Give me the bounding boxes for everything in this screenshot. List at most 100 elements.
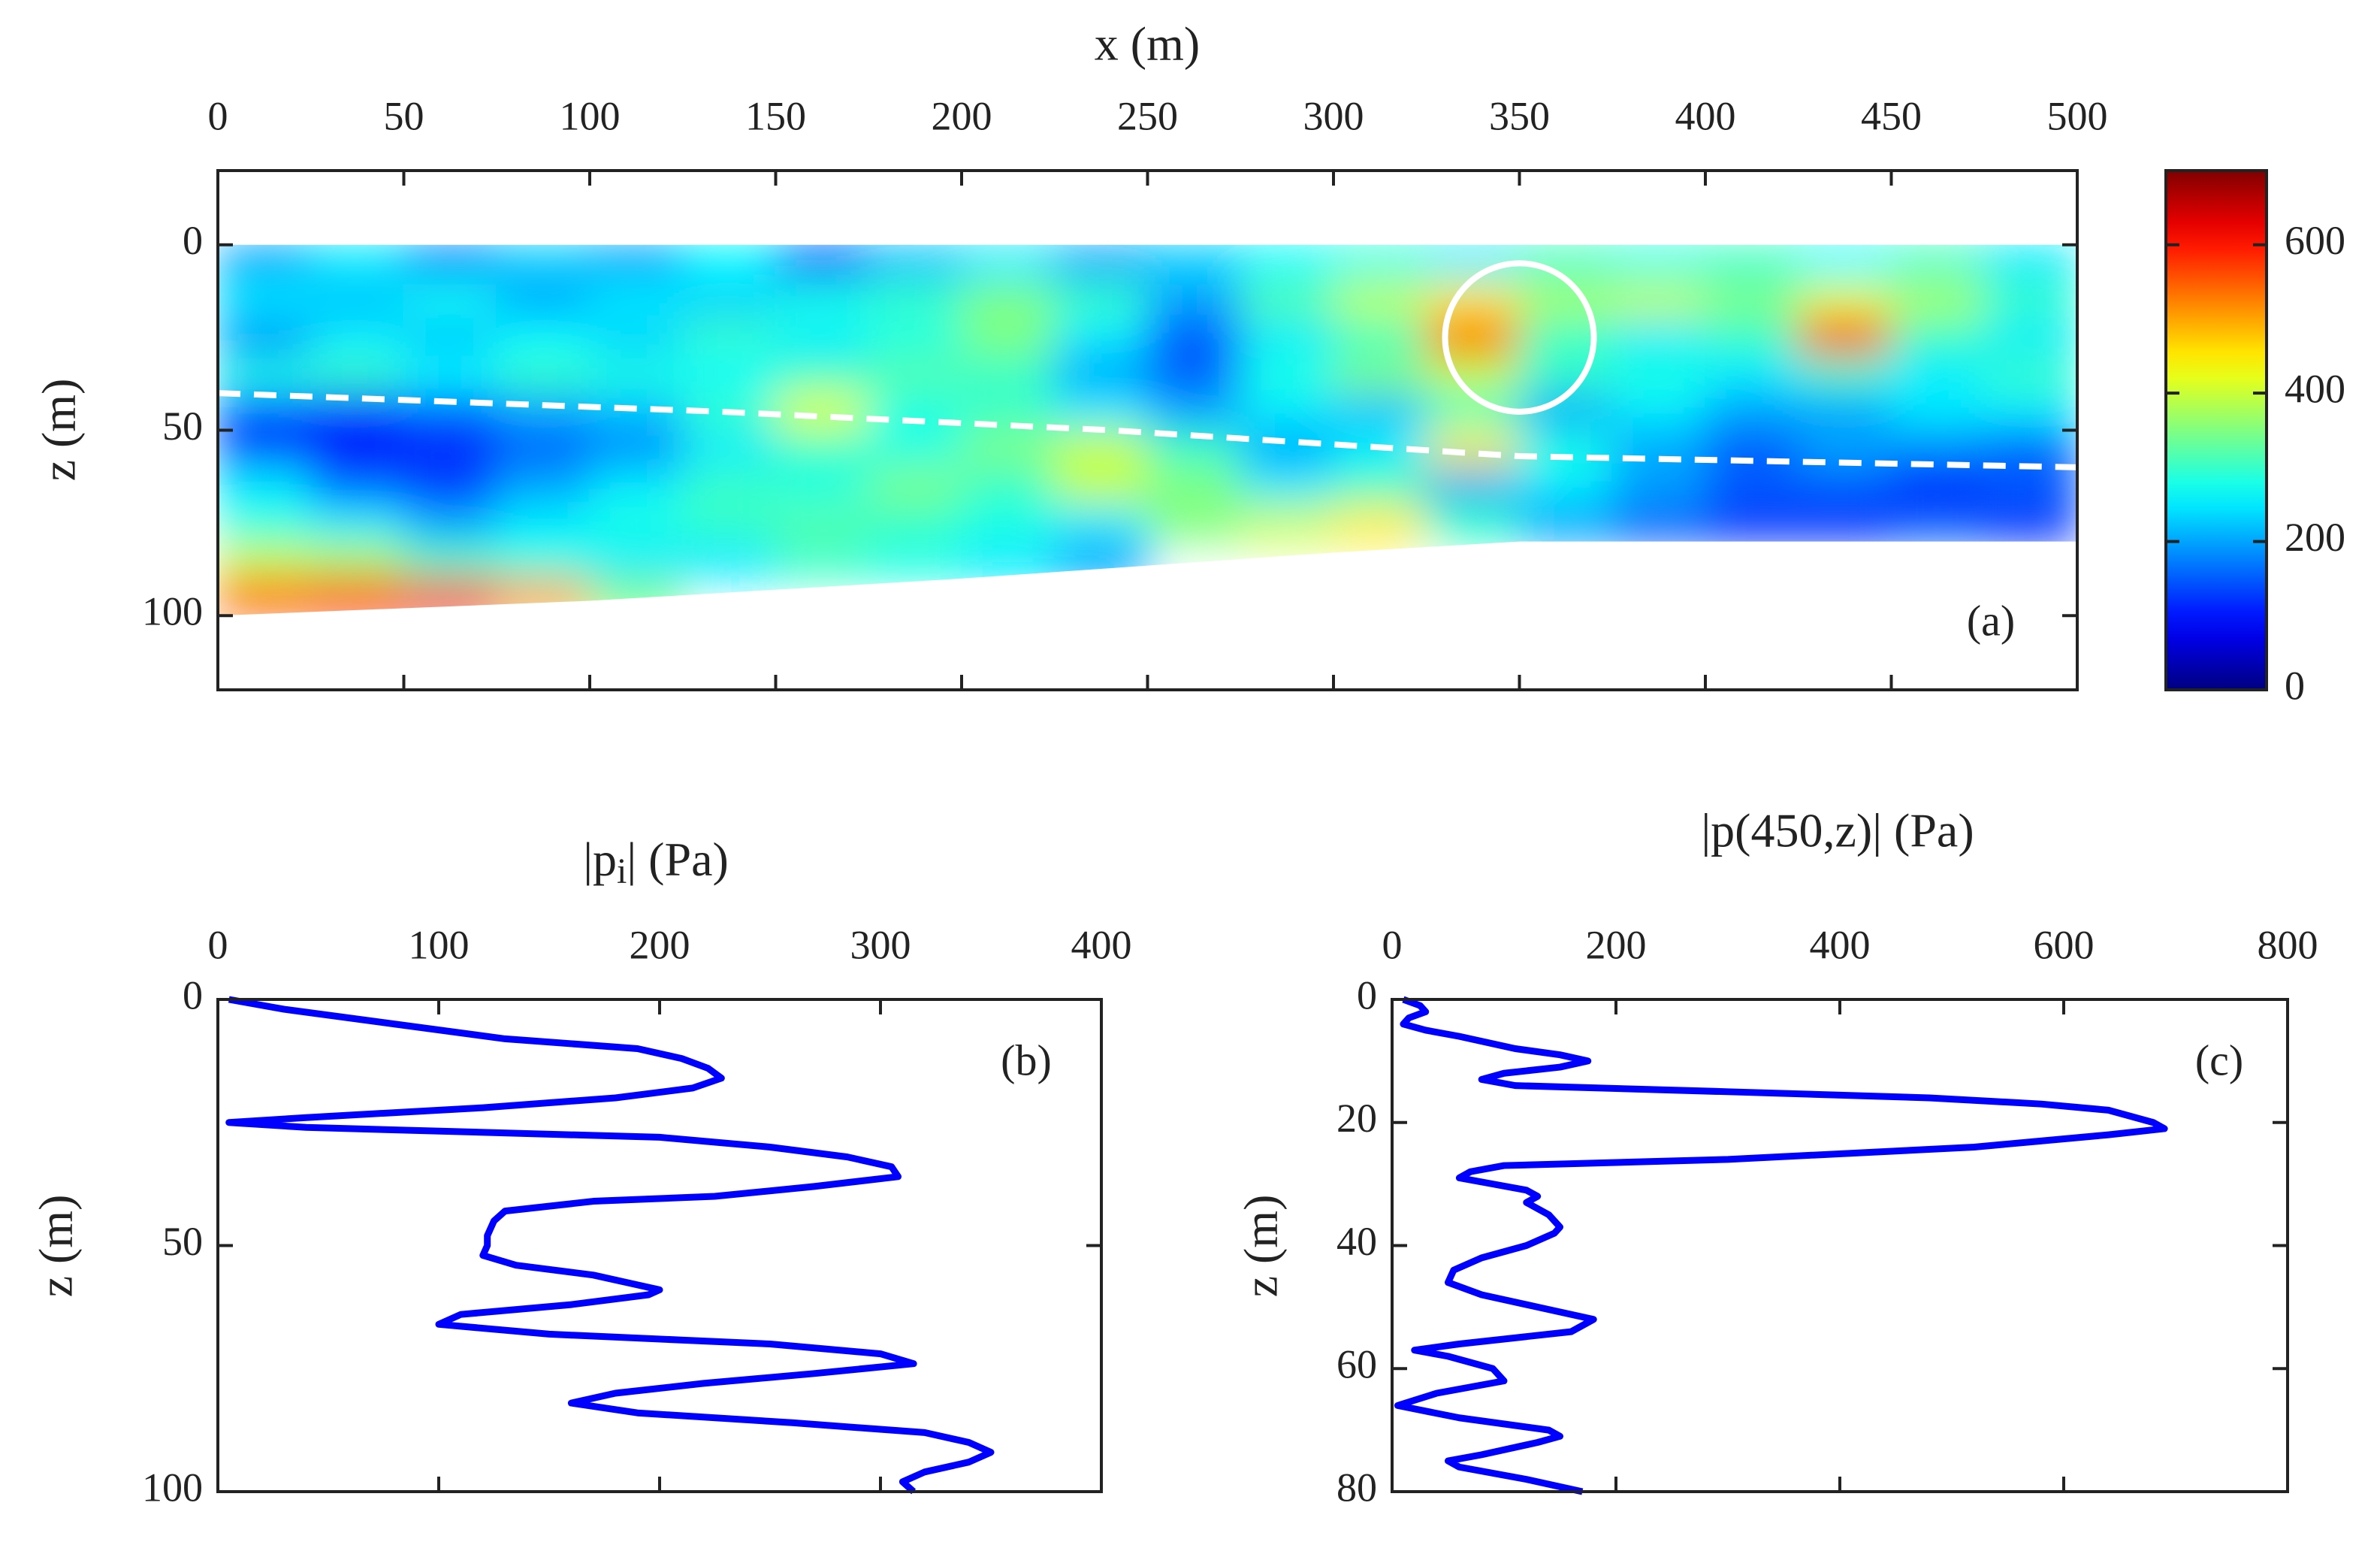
field-cell <box>868 466 962 506</box>
field-cell <box>589 577 684 616</box>
field-cell <box>1240 355 1334 395</box>
field-cell <box>1611 503 1706 543</box>
field-cell <box>1983 392 2077 431</box>
y-tick-label: 60 <box>1336 1342 1377 1387</box>
field-cell <box>775 244 870 283</box>
x-axis-label: |p(450,z)| (Pa) <box>1701 804 1974 857</box>
field-cell <box>403 540 498 579</box>
field-cell <box>1890 429 1986 468</box>
field-cell <box>868 244 962 283</box>
field-cell <box>496 577 590 616</box>
x-tick-label: 0 <box>208 93 228 138</box>
field-cell <box>496 244 590 283</box>
field-cell <box>961 281 1056 320</box>
field-cell <box>218 466 312 506</box>
field-cell <box>1425 503 1521 543</box>
field-cell <box>218 429 312 468</box>
field-cell <box>1425 355 1521 395</box>
field-cell <box>775 392 870 431</box>
field-cell <box>775 540 870 579</box>
colorbar-tick-label: 400 <box>2285 367 2345 412</box>
field-cell <box>1053 540 1149 579</box>
colorbar <box>2164 169 2268 691</box>
field-cell <box>1333 503 1427 543</box>
field-cell <box>589 281 684 320</box>
field-cell <box>868 503 962 543</box>
profile-line <box>1394 996 2168 1495</box>
field-cell <box>403 466 498 506</box>
field-cell <box>868 355 962 395</box>
field-cell <box>775 318 870 357</box>
field-cell <box>1983 466 2077 506</box>
interface-line <box>217 390 2078 470</box>
field-cell <box>403 244 498 283</box>
field-cell <box>1518 281 1614 320</box>
field-cell <box>403 577 498 616</box>
field-cell <box>775 503 870 543</box>
x-tick-label: 500 <box>2047 93 2108 138</box>
field-cell <box>496 355 590 395</box>
field-cell <box>961 244 1056 283</box>
field-cell <box>218 244 312 283</box>
field-cell <box>403 355 498 395</box>
field-cell <box>1240 244 1334 283</box>
x-tick-label: 300 <box>850 922 911 967</box>
field-cell <box>1705 392 1799 431</box>
field-cell <box>403 281 498 320</box>
field-cell <box>868 429 962 468</box>
field-cell <box>1333 466 1427 506</box>
field-cell <box>1705 355 1799 395</box>
field <box>218 244 2077 616</box>
y-tick-label: 80 <box>1336 1465 1377 1510</box>
field-cell <box>775 466 870 506</box>
field-cell <box>1797 503 1892 543</box>
field-cell <box>961 318 1056 357</box>
field-cell <box>1425 281 1521 320</box>
field-cell <box>1611 392 1706 431</box>
field-cell <box>1425 466 1521 506</box>
field-cell <box>589 540 684 579</box>
field-cell <box>1333 281 1427 320</box>
panel-label: (c) <box>2195 1036 2243 1084</box>
field-cell <box>681 503 777 543</box>
x-tick-label: 400 <box>1071 922 1132 967</box>
field-cell <box>1611 429 1706 468</box>
field-cell <box>496 540 590 579</box>
field-cell <box>1611 244 1706 283</box>
field-cell <box>310 503 405 543</box>
field-cell <box>1983 429 2077 468</box>
field-cell <box>496 429 590 468</box>
field-cell <box>1146 355 1242 395</box>
field-cell <box>310 244 405 283</box>
field-cell <box>1333 244 1427 283</box>
y-tick-label: 50 <box>162 404 203 449</box>
x-tick-label: 300 <box>1303 93 1364 138</box>
panel: 0 200 400 600 800 0 20 40 60 80 |p(450,z)| (Pa) z (… <box>1234 804 2318 1510</box>
field-cell <box>1146 503 1242 543</box>
field-cell <box>1146 281 1242 320</box>
x-tick-label: 450 <box>1861 93 1922 138</box>
field-cell <box>1890 281 1986 320</box>
field-cell <box>681 429 777 468</box>
field-cell <box>1797 281 1892 320</box>
field-cell <box>1146 392 1242 431</box>
field-cell <box>1333 355 1427 395</box>
field-cell <box>1797 355 1892 395</box>
panel-label: (a) <box>1967 596 2015 645</box>
field-cell <box>589 466 684 506</box>
field-cell <box>218 355 312 395</box>
field-cell <box>1890 318 1986 357</box>
field-cell <box>868 281 962 320</box>
field-cell <box>1611 355 1706 395</box>
field-cell <box>681 540 777 579</box>
field-cell <box>310 429 405 468</box>
field-cell <box>1053 466 1149 506</box>
x-axis-label-part: |p <box>583 833 617 886</box>
field-cell <box>403 429 498 468</box>
field-cell <box>310 318 405 357</box>
field-cell <box>589 355 684 395</box>
field-cell <box>218 540 312 579</box>
colorbar-tick-label: 0 <box>2285 663 2305 708</box>
field-cell <box>1890 503 1986 543</box>
